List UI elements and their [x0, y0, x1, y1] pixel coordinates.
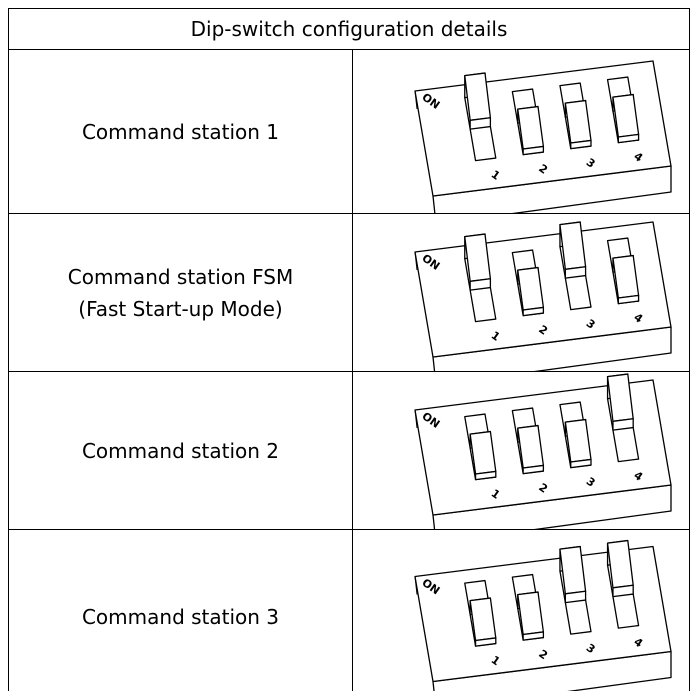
toggle-face [522, 306, 545, 316]
switch-top [414, 378, 672, 516]
switch-edge [414, 251, 418, 270]
toggle-face [474, 636, 497, 647]
config-row: Command station 1 ON 1 2 3 4 [8, 49, 691, 214]
toggle-face [570, 139, 592, 149]
label-line: (Fast Start-up Mode) [78, 296, 283, 321]
label-line: Command station FSM [67, 264, 294, 289]
toggle-face [617, 133, 640, 143]
switch-edge [414, 90, 418, 109]
switch-edge [414, 409, 418, 428]
switch-edge [414, 575, 418, 595]
table-title: Dip-switch configuration details [7, 8, 691, 50]
toggle-face [564, 590, 587, 603]
toggle-face [617, 294, 640, 304]
toggle-face [474, 470, 497, 480]
config-row: Command station 2 ON 1 2 3 4 [8, 371, 691, 530]
toggle-face [469, 116, 492, 130]
row-label: Command station 2 [8, 371, 353, 530]
label-line: Command station 1 [81, 119, 280, 144]
dip-switch: ON1 2 3 4 [414, 372, 672, 529]
toggle-face [564, 265, 587, 279]
toggle-face [522, 145, 545, 155]
toggle-face [612, 417, 634, 431]
switch-cell: ON 1 2 3 4 [351, 529, 691, 691]
switch-cell: ON 1 2 3 4 [351, 213, 691, 372]
table-body: Command station 1 ON 1 2 3 4 Command station F… [8, 49, 691, 691]
label-line: Command station 2 [81, 438, 280, 463]
row-label: Command station FSM (Fast Start-up Mode) [8, 213, 353, 372]
dip-switch: ON1 2 3 4 [414, 539, 672, 691]
toggle-face [469, 277, 492, 291]
toggle-face [522, 464, 545, 474]
dip-switch: ON1 2 3 4 [414, 220, 672, 371]
toggle-face [570, 458, 592, 468]
header-row: Dip-switch configuration details [7, 8, 691, 50]
switch-cell: ON 1 2 3 4 [351, 371, 691, 530]
config-table: Dip-switch configuration details Command… [7, 8, 691, 691]
toggle-face [522, 630, 545, 641]
switch-cell: ON 1 2 3 4 [351, 49, 691, 214]
config-row: Command station FSM (Fast Start-up Mode) O… [8, 213, 691, 372]
row-label: Command station 1 [8, 49, 353, 214]
config-row: Command station 3 ON 1 2 3 4 [8, 529, 691, 691]
row-label: Command station 3 [8, 529, 353, 691]
toggle-face [612, 584, 634, 597]
label-line: Command station 3 [81, 605, 280, 629]
dip-switch: ON1 2 3 4 [414, 59, 672, 213]
